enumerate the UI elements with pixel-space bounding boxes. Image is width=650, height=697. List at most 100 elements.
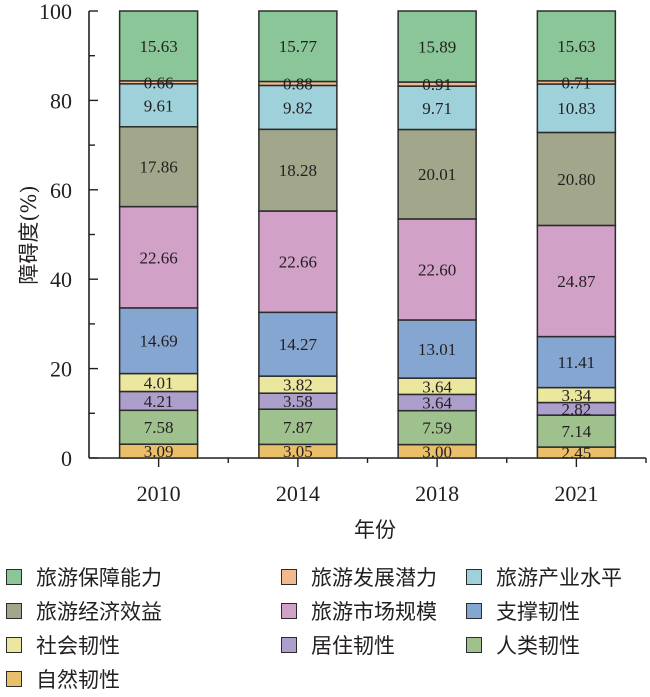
data-label: 15.63 <box>140 37 178 56</box>
data-label: 4.01 <box>144 374 174 393</box>
bar-segment <box>536 224 617 338</box>
bar-segment <box>118 307 199 375</box>
data-label: 0.71 <box>562 73 592 92</box>
legend-swatch <box>6 569 22 585</box>
legend-item: 人类韧性 <box>466 628 580 662</box>
data-label: 17.86 <box>140 158 178 177</box>
legend-label: 旅游经济效益 <box>36 600 162 624</box>
legend-item: 旅游产业水平 <box>466 560 622 594</box>
x-axis: 2010 2014 2018 2021 <box>89 457 647 506</box>
legend-label: 人类韧性 <box>496 634 580 658</box>
data-label: 24.87 <box>557 272 596 291</box>
data-label: 3.05 <box>283 442 313 461</box>
y-tick-label: 100 <box>39 0 72 24</box>
bar-segment <box>397 85 477 131</box>
data-label: 9.82 <box>283 98 313 117</box>
stacked-bar-chart: 0 20 40 60 80 100 2010 2014 2018 2021 3.09 7.58 4.… <box>17 0 647 542</box>
y-tick-label: 80 <box>50 88 72 113</box>
legend-label: 社会韧性 <box>36 634 120 658</box>
legend-item: 支撑韧性 <box>466 594 580 628</box>
data-label: 22.66 <box>140 248 178 267</box>
bar-segment <box>536 414 617 448</box>
data-label: 11.41 <box>558 353 596 372</box>
data-label: 3.82 <box>283 376 313 395</box>
legend-swatch <box>281 603 297 619</box>
data-label: 10.83 <box>557 99 595 118</box>
y-tick-label: 20 <box>50 357 72 382</box>
data-label: 4.21 <box>144 392 174 411</box>
x-axis-title: 年份 <box>354 518 396 542</box>
bar-segment <box>258 311 338 377</box>
bar-segment <box>397 10 477 83</box>
data-label: 14.27 <box>279 335 318 354</box>
bar-stack-2021: 2.45 7.14 2.823.34 11.41 24.87 20.80 10.83 0.71… <box>536 10 617 463</box>
bar-segment <box>536 131 617 227</box>
data-label: 3.64 <box>422 377 452 396</box>
legend-label: 旅游发展潜力 <box>311 566 437 590</box>
data-label: 15.77 <box>279 37 318 56</box>
legend-label: 旅游产业水平 <box>496 566 622 590</box>
x-tick-label: 2021 <box>554 481 598 506</box>
data-label: 3.58 <box>283 392 313 411</box>
data-label: 3.64 <box>422 394 452 413</box>
data-label: 3.34 <box>562 386 592 405</box>
bar-segment <box>536 335 617 389</box>
data-label: 7.59 <box>422 419 452 438</box>
bar-segment <box>397 128 477 220</box>
data-label: 15.63 <box>557 37 595 56</box>
bar-segment <box>258 210 338 314</box>
data-label: 15.89 <box>418 38 456 57</box>
bar-segment <box>118 205 199 309</box>
data-label: 0.66 <box>144 73 174 92</box>
data-label: 0.91 <box>422 75 452 94</box>
legend-swatch <box>281 569 297 585</box>
bar-segment <box>397 319 477 379</box>
bar-segment <box>258 10 338 83</box>
legend-label: 居住韧性 <box>311 634 395 658</box>
data-label: 7.87 <box>283 418 313 437</box>
data-label: 3.09 <box>144 442 174 461</box>
legend-item: 旅游市场规模 <box>281 594 437 628</box>
y-tick-label: 40 <box>50 267 72 292</box>
data-label: 9.71 <box>422 99 452 118</box>
x-tick-label: 2018 <box>415 481 459 506</box>
y-tick-label: 0 <box>61 446 72 471</box>
legend-label: 自然韧性 <box>36 668 120 692</box>
data-label: 2.45 <box>562 444 592 463</box>
bar-segment <box>536 10 617 82</box>
data-label: 13.01 <box>418 340 456 359</box>
legend-item: 自然韧性 <box>6 662 120 696</box>
legend-swatch <box>281 637 297 653</box>
legend-item: 居住韧性 <box>281 628 395 662</box>
legend-swatch <box>466 637 482 653</box>
data-label: 7.14 <box>562 422 592 441</box>
legend-swatch <box>466 569 482 585</box>
legend-swatch <box>6 671 22 687</box>
legend-label: 旅游市场规模 <box>311 600 437 624</box>
legend-label: 支撑韧性 <box>496 600 580 624</box>
data-label: 22.60 <box>418 260 456 279</box>
y-axis-title: 障碍度(%) <box>17 185 41 284</box>
data-label: 0.88 <box>283 74 313 93</box>
data-label: 20.80 <box>557 170 595 189</box>
bars: 3.09 7.58 4.214.01 14.69 22.66 17.86 9.61 0.66 1… <box>118 10 617 463</box>
data-label: 20.01 <box>418 165 456 184</box>
data-label: 7.58 <box>144 418 174 437</box>
bar-segment <box>397 409 477 446</box>
bar-segment <box>118 409 199 445</box>
bar-segment <box>258 84 338 131</box>
bar-segment <box>118 10 199 82</box>
bar-stack-2010: 3.09 7.58 4.214.01 14.69 22.66 17.86 9.61 0.66 1… <box>118 10 199 461</box>
data-label: 3.00 <box>422 442 452 461</box>
legend-swatch <box>6 637 22 653</box>
legend-item: 旅游发展潜力 <box>281 560 437 594</box>
x-tick-label: 2010 <box>137 481 181 506</box>
bar-segment <box>118 83 199 128</box>
data-label: 14.69 <box>140 332 178 351</box>
bar-segment <box>397 218 477 321</box>
x-tick-label: 2014 <box>276 481 320 506</box>
legend-swatch <box>466 603 482 619</box>
data-label: 22.66 <box>279 253 317 272</box>
bar-stack-2018: 3.00 7.59 3.643.64 13.01 22.60 20.01 9.71 0.91 1… <box>397 10 477 461</box>
legend-item: 社会韧性 <box>6 628 120 662</box>
